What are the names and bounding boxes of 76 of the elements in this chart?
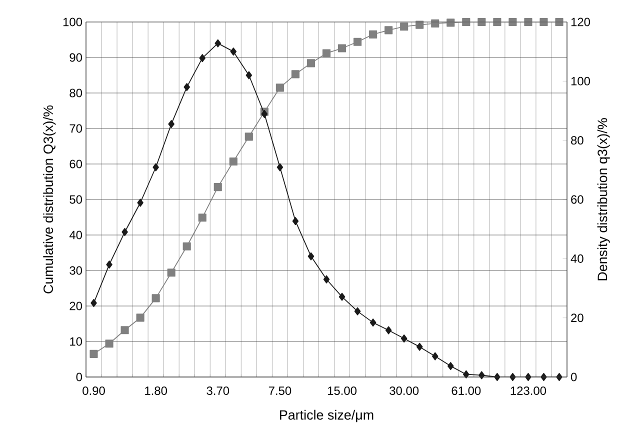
point (246, 71, 252, 80)
point (122, 228, 128, 236)
y-axis-title: Cumulative distribution Q3(x)/% (43, 105, 56, 294)
point (353, 38, 362, 46)
y2-tick-label: 0 (570, 372, 577, 382)
point (120, 326, 129, 334)
y-tick-label: 100 (63, 18, 82, 26)
y-tick-label: 20 (70, 302, 82, 310)
point (230, 48, 237, 56)
x-tick-label: 15.00 (328, 386, 357, 395)
y2-tick-label: 100 (571, 76, 590, 86)
point (338, 44, 346, 52)
point (214, 183, 222, 192)
point (106, 260, 112, 269)
point (261, 110, 268, 118)
x-tick-label: 123.00 (510, 386, 546, 395)
y-tick-label: 80 (70, 88, 82, 98)
y2-axis-title: Density distribution q3(x)/% (597, 118, 610, 280)
y-tick-label: 90 (70, 53, 82, 62)
point (168, 120, 174, 128)
x-tick-label: 3.70 (206, 386, 230, 395)
y-tick-label: 0 (76, 372, 82, 382)
point (432, 352, 438, 360)
y2-tick-label: 60 (571, 195, 584, 204)
point (540, 18, 548, 26)
point (244, 132, 253, 141)
x-axis-title: Particle size/μm (280, 410, 374, 422)
point (369, 30, 378, 38)
point (463, 370, 470, 378)
y-tick-label: 30 (70, 266, 82, 275)
point (354, 307, 361, 316)
point (184, 83, 190, 92)
point (105, 340, 114, 348)
x-tick-label: 61.00 (452, 386, 481, 395)
point (416, 342, 423, 351)
point (555, 18, 564, 26)
point (400, 22, 408, 31)
y2-tick-label: 80 (571, 136, 584, 145)
point (306, 59, 316, 68)
y2-tick-label: 120 (571, 18, 590, 26)
point (152, 294, 160, 302)
y-tick-label: 10 (70, 337, 82, 346)
point (276, 84, 284, 92)
point (182, 242, 191, 250)
point (137, 198, 144, 207)
point (400, 334, 408, 343)
point (199, 54, 206, 62)
point (276, 163, 284, 172)
point (322, 49, 331, 58)
point (292, 217, 299, 226)
point (370, 318, 376, 327)
point (447, 362, 454, 370)
x-tick-label: 30.00 (390, 386, 419, 395)
point (198, 214, 206, 222)
y-tick-label: 50 (70, 195, 82, 204)
point (90, 299, 97, 308)
x-tick-label: 0.90 (82, 386, 105, 395)
point (323, 275, 330, 284)
point (90, 350, 98, 358)
point (384, 26, 393, 34)
point (291, 70, 300, 78)
point (229, 157, 238, 166)
point (152, 163, 159, 172)
point (308, 252, 314, 260)
y-tick-label: 40 (69, 230, 82, 240)
y-tick-label: 70 (70, 124, 82, 133)
point (385, 326, 392, 334)
point (214, 39, 222, 48)
x-tick-label: 7.50 (268, 386, 292, 395)
y-tick-label: 60 (70, 160, 82, 168)
point (136, 314, 144, 322)
point (338, 292, 346, 301)
x-tick-label: 1.80 (145, 386, 167, 395)
y2-tick-label: 20 (571, 314, 584, 322)
y2-tick-label: 40 (570, 254, 584, 263)
point (167, 268, 176, 277)
